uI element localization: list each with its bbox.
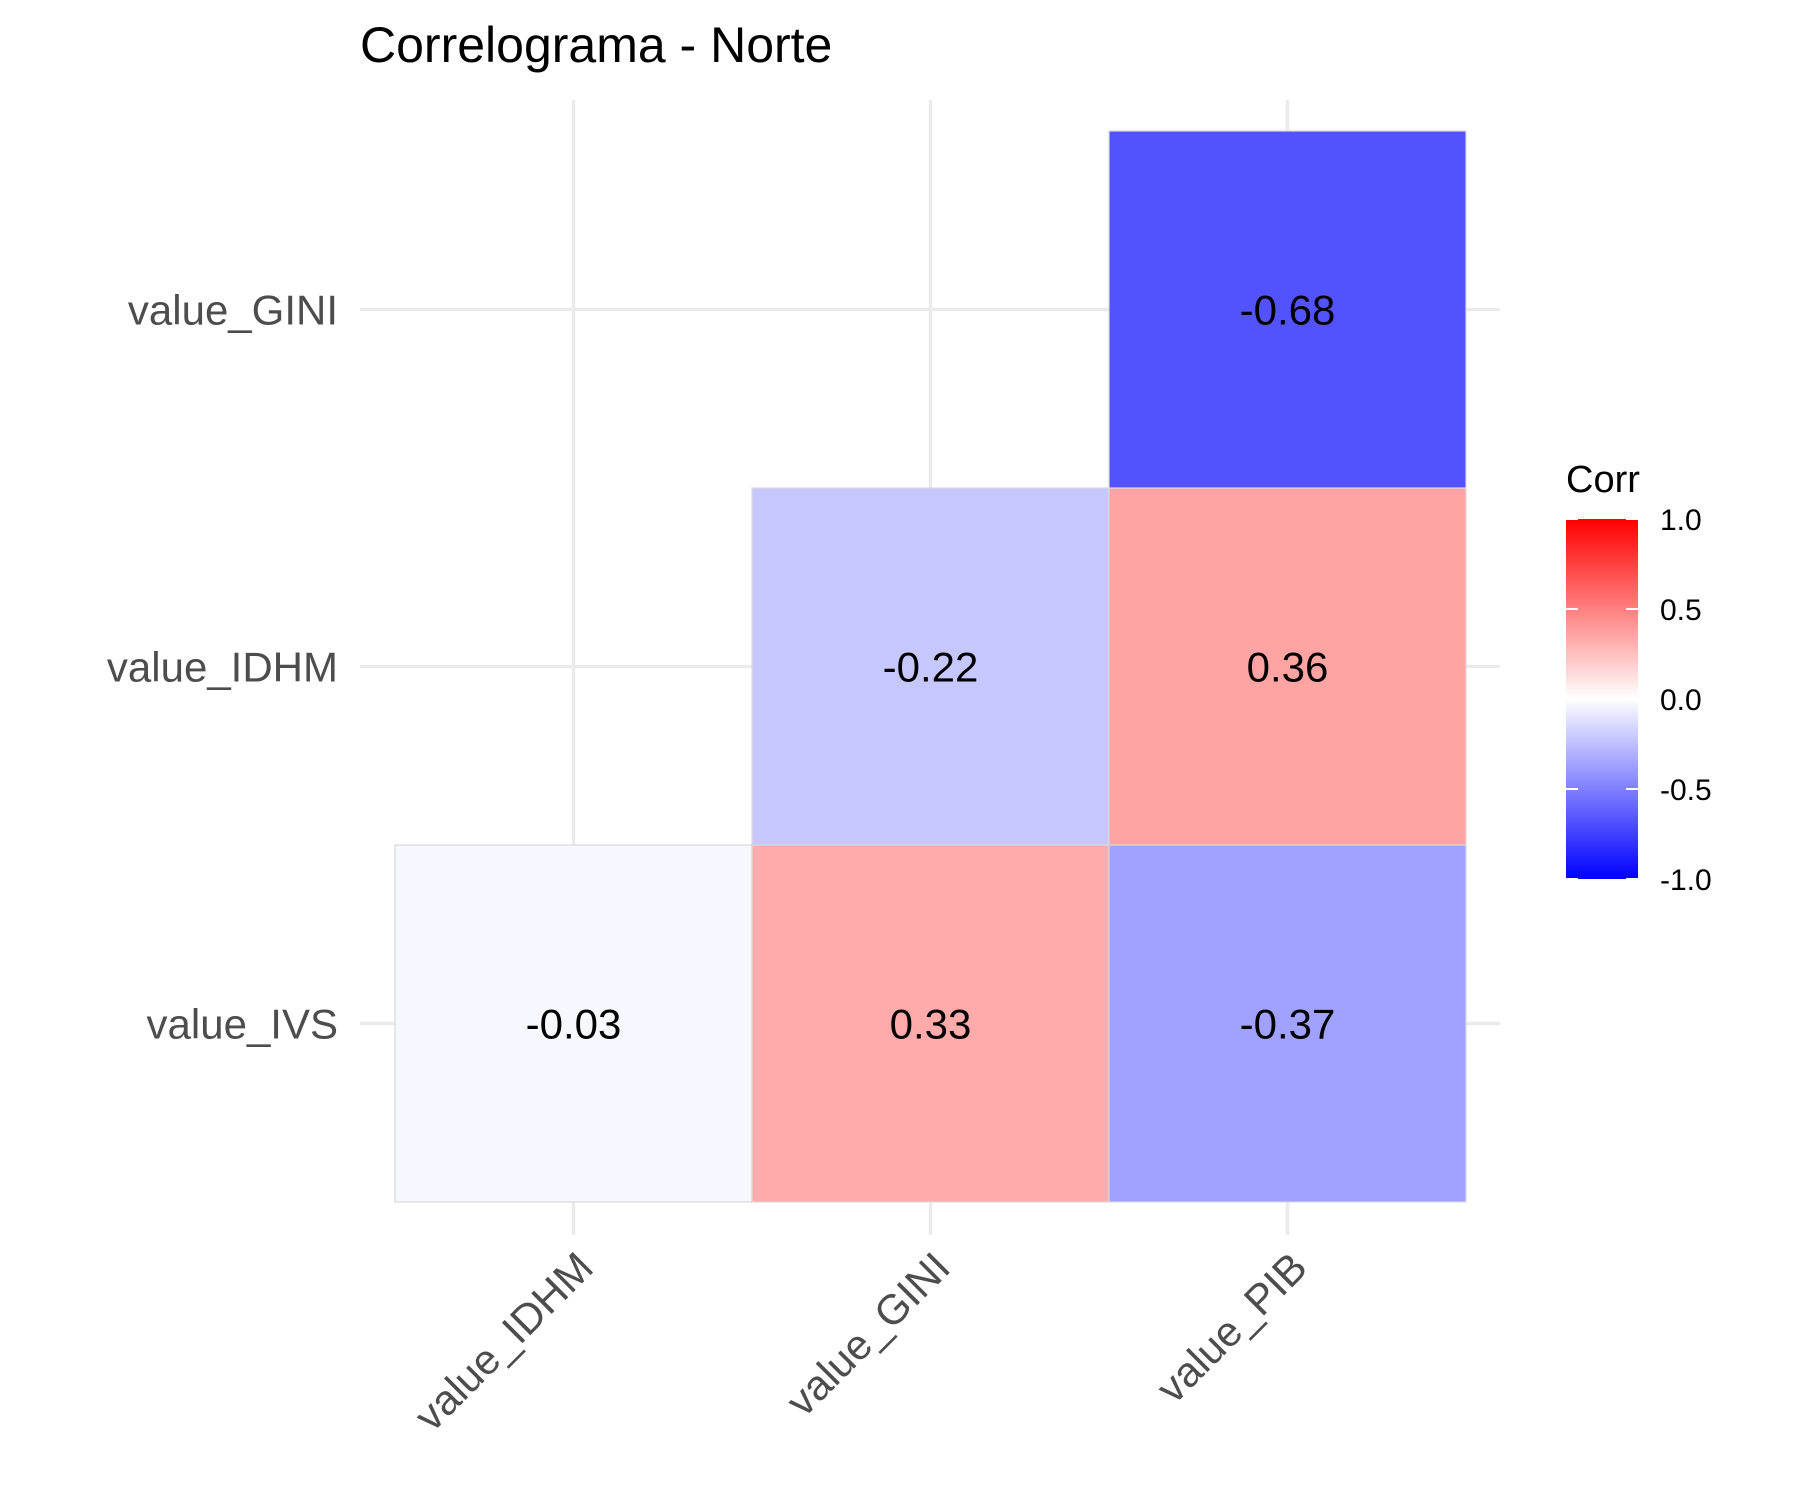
legend-tick-label: 0.5 (1660, 594, 1702, 627)
color-legend: Corr 1.0 0.5 0.0 -0.5 -1.0 (1566, 459, 1712, 897)
heatmap-cell (1108, 130, 1467, 489)
x-tick-label: value_GINI (777, 1243, 959, 1425)
x-axis-tick-labels: value_IDHM value_GINI value_PIB (405, 1243, 1316, 1440)
legend-tick-label: 1.0 (1660, 504, 1702, 537)
cell-value-label: 0.33 (890, 1001, 972, 1048)
legend-tick-label: -1.0 (1660, 864, 1712, 897)
cell-value-label: -0.22 (883, 644, 979, 691)
heatmap-cell (394, 844, 753, 1203)
legend-tick-label: -0.5 (1660, 774, 1712, 807)
heatmap-cells (394, 130, 1467, 1203)
x-tick-label: value_IDHM (405, 1243, 602, 1440)
cell-value-label: 0.36 (1247, 644, 1329, 691)
legend-title: Corr (1566, 459, 1640, 501)
y-tick-label: value_GINI (128, 287, 338, 334)
cell-value-label: -0.68 (1240, 287, 1336, 334)
cell-value-label: -0.37 (1240, 1001, 1336, 1048)
legend-ticks: 1.0 0.5 0.0 -0.5 -1.0 (1566, 504, 1712, 897)
cell-value-label: -0.03 (526, 1001, 622, 1048)
x-tick-label: value_PIB (1147, 1243, 1316, 1412)
y-tick-label: value_IVS (147, 1001, 338, 1048)
heatmap-cell (1108, 844, 1467, 1203)
heatmap-cell (1108, 487, 1467, 846)
y-tick-label: value_IDHM (107, 644, 338, 691)
legend-tick-label: 0.0 (1660, 684, 1702, 717)
chart-title: Correlograma - Norte (360, 17, 832, 73)
cell-labels: -0.03 0.33 -0.37 -0.22 0.36 -0.68 (526, 287, 1336, 1048)
heatmap-cell (751, 487, 1110, 846)
y-axis-tick-labels: value_IVS value_IDHM value_GINI (107, 287, 338, 1048)
